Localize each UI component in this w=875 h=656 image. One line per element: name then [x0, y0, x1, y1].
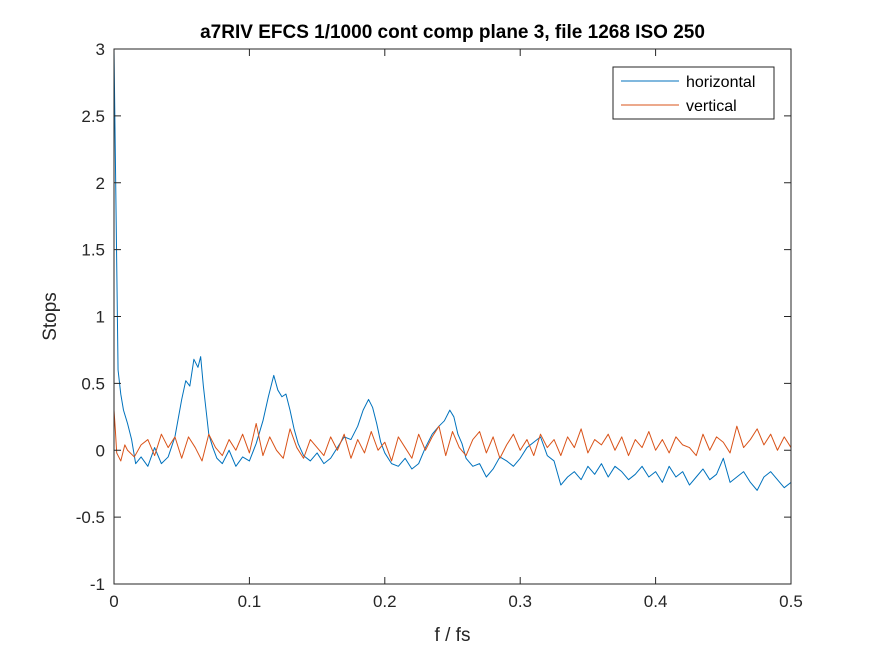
ticks-layer: 0 0.1 0.2 0.3 0.4 0.5 -1 -0.5 0 0.5 1 1.5 2 2.5 3	[76, 40, 803, 611]
series-line-vertical	[113, 410, 792, 462]
x-tick-label: 0.3	[508, 592, 532, 611]
legend-label-horizontal: horizontal	[686, 74, 755, 91]
y-tick-label: 0.5	[81, 374, 105, 393]
series-layer	[113, 48, 792, 491]
legend: horizontal vertical	[612, 66, 775, 120]
y-tick-label: 3	[96, 40, 105, 59]
y-tick-label: 0	[96, 441, 105, 460]
legend-box	[612, 66, 775, 120]
series-line-horizontal	[113, 48, 792, 491]
y-tick-label: 1.5	[81, 241, 105, 260]
y-tick-label: 2	[96, 174, 105, 193]
y-tick-label: -0.5	[76, 508, 105, 527]
x-tick-label: 0.2	[373, 592, 397, 611]
y-tick-label: 1	[96, 308, 105, 327]
y-tick-label: -1	[90, 575, 105, 594]
x-tick-label: 0.5	[779, 592, 803, 611]
x-tick-label: 0.1	[238, 592, 262, 611]
plot-area	[114, 49, 791, 584]
chart-title: a7RIV EFCS 1/1000 cont comp plane 3, fil…	[200, 22, 705, 43]
y-tick-label: 2.5	[81, 107, 105, 126]
legend-label-vertical: vertical	[686, 98, 737, 115]
x-tick-label: 0	[109, 592, 118, 611]
y-axis-label: Stops	[40, 292, 61, 341]
x-axis-label: f / fs	[435, 625, 471, 646]
x-tick-label: 0.4	[644, 592, 668, 611]
